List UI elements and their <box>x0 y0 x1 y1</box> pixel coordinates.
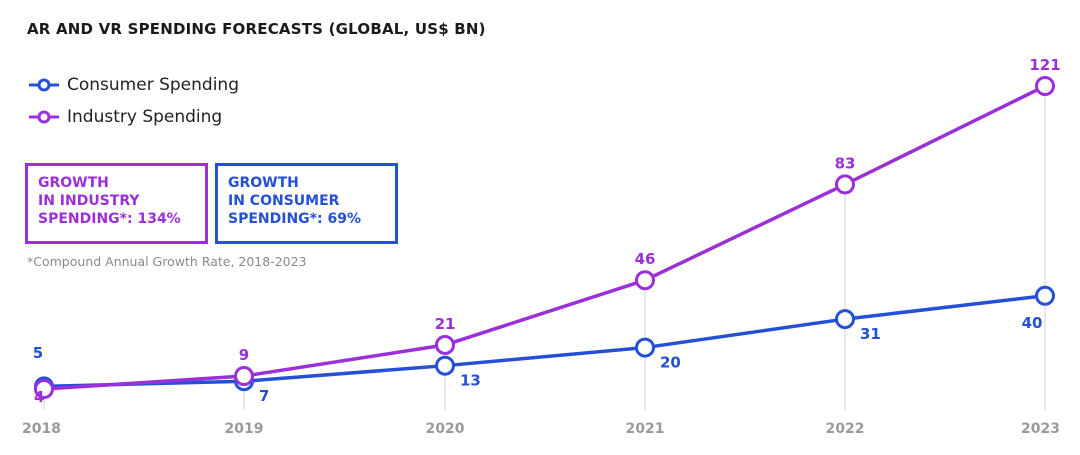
legend-label-consumer: Consumer Spending <box>67 75 239 95</box>
x-tick-label-2021: 2021 <box>626 421 665 437</box>
data-label-industry-2021: 46 <box>635 250 656 268</box>
point-industry-2019 <box>234 366 254 387</box>
point-consumer-2022 <box>835 309 855 330</box>
data-label-industry-2020: 21 <box>435 315 456 333</box>
data-label-consumer-2020: 13 <box>460 372 481 390</box>
point-industry-2023 <box>1035 76 1055 96</box>
point-consumer-2021 <box>635 337 655 358</box>
data-label-consumer-2022: 31 <box>860 325 881 343</box>
legend-marker-consumer-icon <box>29 78 59 92</box>
chart-title: AR AND VR SPENDING FORECASTS (GLOBAL, US… <box>27 20 486 38</box>
data-label-industry-2023: 121 <box>1029 56 1060 74</box>
point-consumer-2020 <box>435 355 455 376</box>
industry-growth-line-2: IN INDUSTRY <box>38 193 140 209</box>
x-tick-label-2018: 2018 <box>22 421 61 437</box>
consumer-growth-line-3: SPENDING*: 69% <box>228 211 361 227</box>
point-consumer-2023 <box>1035 285 1055 306</box>
data-label-industry-2018: 4 <box>34 388 44 406</box>
x-tick-label-2019: 2019 <box>225 421 264 437</box>
consumer-growth-line-2: IN CONSUMER <box>228 193 340 209</box>
x-tick-label-2022: 2022 <box>826 421 865 437</box>
legend-item-consumer: Consumer Spending <box>27 75 239 95</box>
data-label-consumer-2021: 20 <box>660 354 681 372</box>
footnote: *Compound Annual Growth Rate, 2018-2023 <box>27 254 307 269</box>
data-label-industry-2022: 83 <box>835 154 856 172</box>
point-industry-2018 <box>34 379 54 399</box>
point-industry-2021 <box>635 270 655 291</box>
data-label-industry-2019: 9 <box>239 346 249 364</box>
legend-marker-industry-icon <box>29 110 59 124</box>
consumer-growth-line-1: GROWTH <box>228 175 299 191</box>
industry-growth-line-3: SPENDING*: 134% <box>38 211 181 227</box>
series-line-consumer <box>43 294 1046 389</box>
data-label-consumer-2019: 7 <box>259 387 269 405</box>
x-tick-label-2023: 2023 <box>1021 421 1060 437</box>
consumer-growth-box: GROWTH IN CONSUMER SPENDING*: 69% <box>215 163 398 244</box>
point-industry-2020 <box>435 334 455 355</box>
series-line-industry <box>43 84 1046 391</box>
data-label-consumer-2023: 40 <box>1022 314 1043 332</box>
legend-item-industry: Industry Spending <box>27 107 222 127</box>
point-industry-2022 <box>835 174 855 195</box>
x-tick-label-2020: 2020 <box>426 421 465 437</box>
data-label-consumer-2018: 5 <box>33 344 43 362</box>
industry-growth-line-1: GROWTH <box>38 175 109 191</box>
industry-growth-box: GROWTH IN INDUSTRY SPENDING*: 134% <box>25 163 208 244</box>
legend-label-industry: Industry Spending <box>67 107 223 127</box>
